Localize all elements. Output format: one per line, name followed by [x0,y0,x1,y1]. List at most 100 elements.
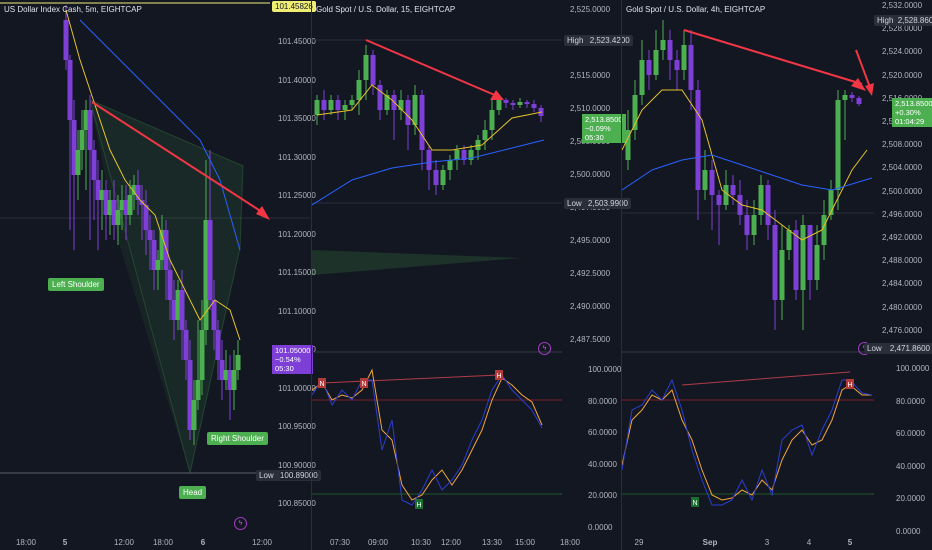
stochastic-line [622,384,872,501]
y-axis-gold-4h[interactable]: 2,532.0000 2,528.0000 2,524.0000 2,520.0000… [864,0,932,550]
x-axis-gold-15m[interactable]: 07:30 09:00 10:30 12:00 13:30 15:00 18:00 [312,536,612,550]
signal-marker-label: N [692,500,697,507]
x-axis-dxy[interactable]: 18:00 5 12:00 18:00 6 12:00 [0,536,310,550]
divider [621,0,622,550]
y-tick-label: 2,520.0000 [882,70,923,80]
triangle-pattern [90,100,190,473]
candle [175,290,181,320]
green-zone [312,250,522,275]
candle [412,95,418,125]
moving-average-line [316,84,543,151]
low-label: Low [259,471,274,480]
osc-tick-label: 60.0000 [588,428,617,437]
signal-marker-label: N [361,381,366,388]
candle [744,215,750,235]
candle [716,195,722,205]
lightning-icon[interactable]: ϟ [234,517,247,530]
osc-tick-label: 0.0000 [588,522,613,532]
low-price-tag: Low 100.89000 [256,470,321,481]
candle [159,230,165,260]
candle [95,180,101,200]
y-axis-gold-15m[interactable]: 2,525.00002,520.00002,515.00002,510.0000… [562,0,633,550]
low-value: 2,503.9900 [587,199,628,208]
candle [67,60,73,120]
candle [328,100,334,110]
candle [496,100,502,110]
candle [135,185,141,200]
moving-average-line [622,89,868,241]
x-tick-label: 6 [200,538,206,547]
candle [235,355,241,370]
signal-marker-label: N [319,381,324,388]
last-price-tag: 2,513.8500 −0.09% 05:30 [582,114,626,143]
candle [215,330,221,360]
y-tick-label: 2,487.5000 [570,335,611,344]
x-tick-label: 29 [634,538,644,547]
candle [447,160,453,170]
y-axis-dxy[interactable]: 101.45826 101.45000 101.40000 101.35000 101… [256,0,321,550]
top-price-tag: 101.45826 [272,1,316,12]
candle [653,50,659,75]
candle [660,40,666,50]
last-price: 101.05000 [275,346,311,355]
signal-marker [318,378,326,388]
lightning-icon[interactable]: ϟ [538,342,551,355]
y-tick-label: 100.85000 [278,499,316,508]
y-tick-label: 2,532.0000 [882,1,923,10]
high-value: 2,523.4200 [589,36,630,45]
candle [709,170,715,195]
x-tick-label: 3 [764,538,770,547]
candle [356,80,362,100]
candle [405,100,411,125]
osc-tick-label: 0.0000 [896,526,921,536]
candle [370,55,376,85]
stochastic-line [312,368,543,501]
candle [103,190,109,215]
osc-tick-label: 40.0000 [896,461,925,471]
x-tick-label: 18:00 [152,538,174,547]
pane-dxy[interactable]: US Dollar Index Cash, 5m, EIGHTCAP Left … [0,0,310,550]
osc-tick-label: 100.0000 [588,365,622,374]
signal-marker [360,378,368,388]
candle [758,185,764,215]
price-change: −0.09% [585,124,611,133]
candle [147,230,153,240]
high-price-tag: High 2,523.4200 [564,35,633,46]
y-tick-label: 2,510.0000 [570,104,611,113]
stochastic-line [312,374,543,506]
high-label: High [877,16,894,25]
candle [639,60,645,95]
candle [461,150,467,160]
candle [227,370,233,390]
trend-arrow [365,39,498,97]
pane-gold-15m[interactable]: N N H H Gold Spot / U.S. Dollar, 15, EIGHTC… [312,0,582,550]
candle [342,105,348,110]
dxy-chart-canvas[interactable] [0,0,310,550]
y-tick-label: 2,525.0000 [570,5,611,14]
candle [167,270,173,300]
candle [849,95,855,98]
x-tick-label: 5 [847,538,853,547]
y-tick-label: 101.15000 [278,268,316,277]
right-shoulder-label: Right Shoulder [207,432,268,445]
candle [71,120,77,175]
moving-average-line [312,139,545,206]
candle [63,20,69,60]
trend-arrow [683,29,863,85]
divergence-line [321,374,500,384]
gold-15m-chart-canvas[interactable]: N N H H [312,0,582,550]
y-tick-label: 2,528.0000 [882,24,923,34]
candle [531,104,537,108]
candle [335,100,341,110]
candle [183,330,189,360]
y-tick-label: 101.20000 [278,229,316,239]
candle [107,200,113,215]
candle [517,102,523,105]
x-tick-label: 07:30 [329,538,351,547]
x-axis-gold-4h[interactable]: 29 Sep 3 4 5 [622,536,874,550]
arrow-head [256,206,270,220]
gold-4h-chart-canvas[interactable]: NH [622,0,874,550]
y-tick-label: 100.90000 [278,460,316,470]
candle [681,45,687,70]
